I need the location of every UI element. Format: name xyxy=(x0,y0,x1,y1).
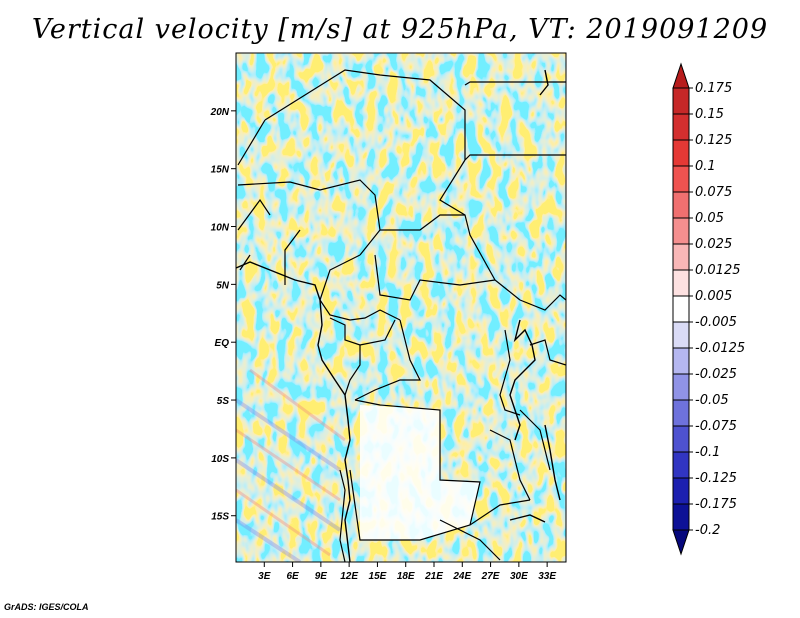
y-axis: 20N 15N 10N 5N EQ 5S 10S 15S xyxy=(210,107,236,523)
coastline xyxy=(236,69,561,562)
colorbar-swatch xyxy=(672,321,690,349)
colorbar-label: -0.0125 xyxy=(695,341,745,356)
colorbar-swatch xyxy=(672,399,690,427)
y-tick-label: 5N xyxy=(216,280,230,291)
y-tick-label: 15S xyxy=(211,512,229,523)
colorbar-label: 0.025 xyxy=(695,237,732,252)
colorbar-label: 0.1 xyxy=(695,159,716,174)
y-tick-label: 10N xyxy=(211,223,230,234)
x-tick-label: 6E xyxy=(286,571,299,582)
colorbar-label: 0.075 xyxy=(695,185,732,200)
colorbar-max-arrow xyxy=(672,62,690,89)
x-tick-label: 24E xyxy=(452,571,471,582)
colorbar-label: -0.05 xyxy=(695,393,729,408)
colorbar-swatch xyxy=(672,139,690,167)
colorbar-swatch xyxy=(672,295,690,323)
colorbar-label: -0.005 xyxy=(695,315,737,330)
map-panel xyxy=(235,52,567,563)
x-axis: 3E 6E 9E 12E 15E 18E 21E 24E 27E 30E 33E xyxy=(258,562,556,582)
y-tick-label: 15N xyxy=(211,165,230,176)
colorbar-label: -0.1 xyxy=(695,445,720,460)
x-tick-label: 27E xyxy=(481,571,500,582)
colorbar-label: -0.075 xyxy=(695,419,737,434)
grads-credit: GrADS: IGES/COLA xyxy=(4,602,89,612)
colorbar-swatch xyxy=(672,243,690,271)
colorbar-swatch xyxy=(672,373,690,401)
colorbar-label: 0.15 xyxy=(695,107,724,122)
colorbar-swatch xyxy=(672,191,690,219)
country-borders xyxy=(237,69,566,562)
colorbar-label: 0.005 xyxy=(695,289,732,304)
y-tick-label: EQ xyxy=(215,338,230,349)
colorbar-swatch xyxy=(672,217,690,245)
x-tick-label: 3E xyxy=(258,571,271,582)
colorbar-label: 0.175 xyxy=(695,81,732,96)
colorbar-label: -0.125 xyxy=(695,471,737,486)
colorbar-label: 0.05 xyxy=(695,211,724,226)
y-tick-label: 10S xyxy=(211,454,229,465)
ocean-streaks xyxy=(236,368,346,562)
chart-title: Vertical velocity [m/s] at 925hPa, VT: 2… xyxy=(31,14,769,45)
x-tick-label: 33E xyxy=(538,571,556,582)
colorbar-swatch xyxy=(672,451,690,479)
map-frame xyxy=(235,52,567,563)
colorbar-label: -0.175 xyxy=(695,497,737,512)
colorbar-swatch xyxy=(672,269,690,297)
colorbar-swatch xyxy=(672,87,690,115)
y-tick-label: 5S xyxy=(217,396,230,407)
colorbar-label: 0.125 xyxy=(695,133,732,148)
colorbar-swatch xyxy=(672,347,690,375)
x-tick-label: 15E xyxy=(369,571,387,582)
x-tick-label: 18E xyxy=(397,571,415,582)
colorbar-label: -0.2 xyxy=(695,523,720,538)
x-tick-label: 30E xyxy=(510,571,528,582)
colorbar-swatch xyxy=(672,503,690,531)
colorbar-label: 0.0125 xyxy=(695,263,741,278)
colorbar: 0.175 0.15 0.125 0.1 0.075 0.05 0.025 0.0125 0.0… xyxy=(672,62,745,556)
x-tick-label: 21E xyxy=(424,571,443,582)
x-tick-label: 12E xyxy=(340,571,358,582)
plain-region xyxy=(360,405,480,540)
colorbar-swatch xyxy=(672,113,690,141)
colorbar-swatch xyxy=(672,477,690,505)
colorbar-swatch xyxy=(672,425,690,453)
y-tick-label: 20N xyxy=(210,107,230,118)
colorbar-min-arrow xyxy=(672,529,690,556)
colorbar-swatch xyxy=(672,165,690,193)
colorbar-label: -0.025 xyxy=(695,367,737,382)
x-tick-label: 9E xyxy=(315,571,328,582)
